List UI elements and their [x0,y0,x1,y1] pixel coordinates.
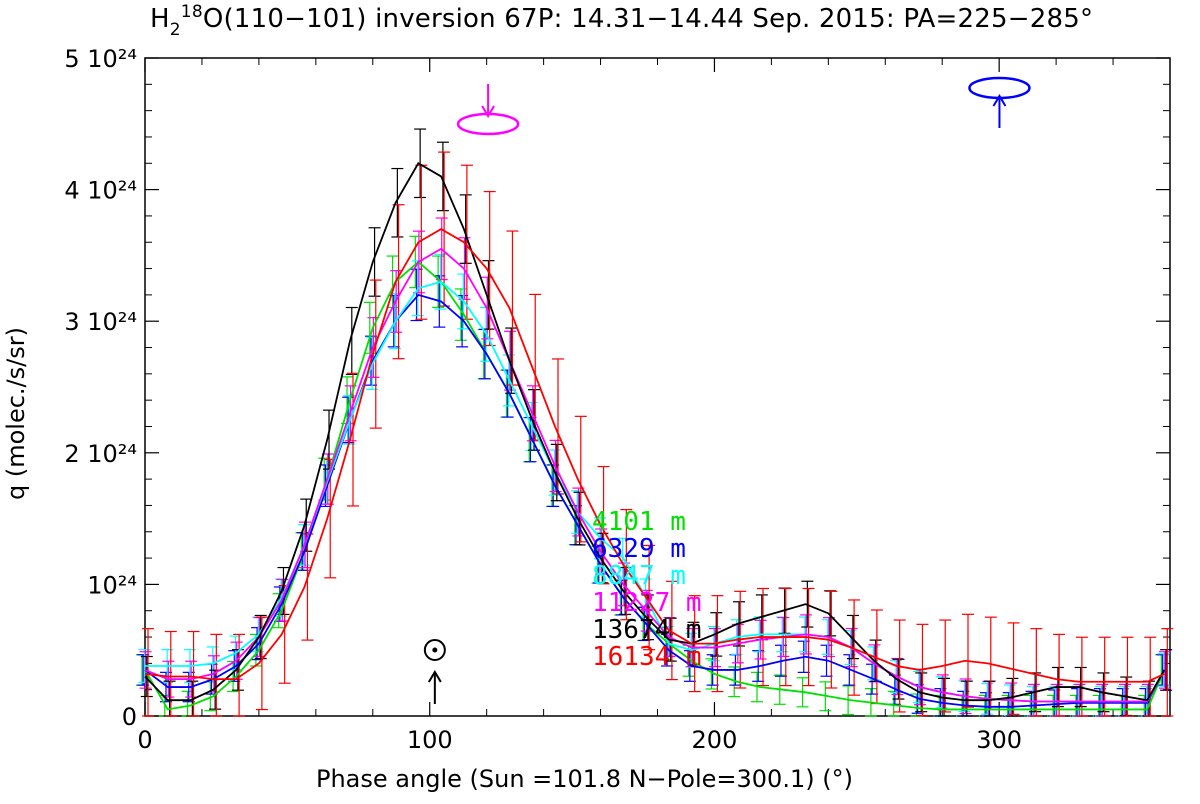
legend-label: 4101 m [592,507,686,537]
north-pole-marker-arrow-head [992,94,1007,107]
legend-label: 13674 m [592,615,702,645]
x-tick-label: 100 [407,726,453,754]
x-axis-label: Phase angle (Sun =101.8 N−Pole=300.1) (°… [316,765,853,793]
title-rest: (110−101) inversion 67P: 14.31−14.44 Sep… [223,4,1094,34]
title-molecule-sub: 2 [169,20,181,40]
title-molecule-sup: 18 [180,2,203,22]
sun-arrow-head [427,670,442,683]
sun-icon [423,639,446,661]
series-line [144,228,1165,683]
sun-icon-center [432,647,438,653]
legend-label: 16134 m [592,642,702,672]
legend-label: 11227 m [592,588,702,618]
y-tick-label: 10²⁴ [87,571,137,599]
y-tick-label: 4 10²⁴ [64,177,137,205]
series-line [144,162,1166,702]
y-axis-label: q (molec./s/sr) [2,327,30,500]
title-molecule-o: O [202,4,224,34]
south-pole-marker-arrow-head [481,105,495,118]
legend-label: 6329 m [592,534,686,564]
y-tick-label: 2 10²⁴ [64,440,137,468]
y-tick-label: 3 10²⁴ [64,308,137,336]
chart-title: H218O(110−101) inversion 67P: 14.31−14.4… [150,2,1200,44]
series-line [144,293,1166,708]
x-tick-label: 300 [976,726,1022,754]
legend-label: 8847 m [592,561,686,591]
y-tick-label: 0 [122,703,137,731]
x-tick-label: 200 [692,726,738,754]
title-molecule-h: H [150,4,170,34]
y-tick-label: 5 10²⁴ [64,45,137,73]
x-tick-label: 0 [137,726,152,754]
